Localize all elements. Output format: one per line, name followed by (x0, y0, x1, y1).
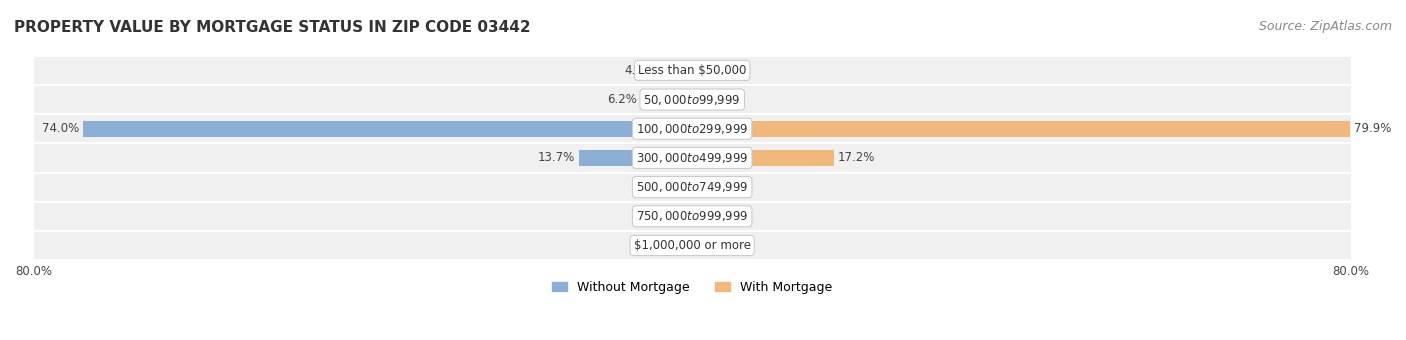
Text: 13.7%: 13.7% (538, 151, 575, 165)
Bar (34, 85, 1351, 114)
Bar (34, 202, 1351, 231)
Text: 0.0%: 0.0% (696, 210, 725, 223)
Bar (692, 62, 699, 79)
Text: Less than $50,000: Less than $50,000 (638, 64, 747, 77)
Bar (692, 150, 834, 166)
Text: 2.1%: 2.1% (641, 239, 671, 252)
Bar (692, 121, 1350, 137)
Bar (658, 62, 692, 79)
Legend: Without Mortgage, With Mortgage: Without Mortgage, With Mortgage (547, 276, 837, 299)
Bar (34, 114, 1351, 143)
Text: 0.75%: 0.75% (703, 64, 740, 77)
Bar (579, 150, 692, 166)
Text: 0.0%: 0.0% (658, 181, 688, 193)
Bar (692, 179, 702, 195)
Text: $100,000 to $299,999: $100,000 to $299,999 (636, 122, 748, 136)
Text: $750,000 to $999,999: $750,000 to $999,999 (636, 209, 748, 223)
Text: 0.0%: 0.0% (658, 210, 688, 223)
Text: PROPERTY VALUE BY MORTGAGE STATUS IN ZIP CODE 03442: PROPERTY VALUE BY MORTGAGE STATUS IN ZIP… (14, 20, 530, 35)
Text: 4.1%: 4.1% (624, 64, 654, 77)
Bar (34, 231, 1351, 260)
Text: $300,000 to $499,999: $300,000 to $499,999 (636, 151, 748, 165)
Text: 74.0%: 74.0% (42, 122, 79, 135)
Text: 1.1%: 1.1% (706, 181, 735, 193)
Bar (641, 91, 692, 107)
Bar (34, 56, 1351, 85)
Text: $1,000,000 or more: $1,000,000 or more (634, 239, 751, 252)
Text: Source: ZipAtlas.com: Source: ZipAtlas.com (1258, 20, 1392, 33)
Text: 1.1%: 1.1% (706, 93, 735, 106)
Bar (675, 237, 692, 254)
Bar (34, 172, 1351, 202)
Text: $50,000 to $99,999: $50,000 to $99,999 (644, 92, 741, 106)
Text: 17.2%: 17.2% (838, 151, 876, 165)
Bar (83, 121, 692, 137)
Bar (692, 91, 702, 107)
Bar (34, 143, 1351, 172)
Text: 0.0%: 0.0% (696, 239, 725, 252)
Text: 79.9%: 79.9% (1354, 122, 1392, 135)
Text: 6.2%: 6.2% (607, 93, 637, 106)
Text: $500,000 to $749,999: $500,000 to $749,999 (636, 180, 748, 194)
